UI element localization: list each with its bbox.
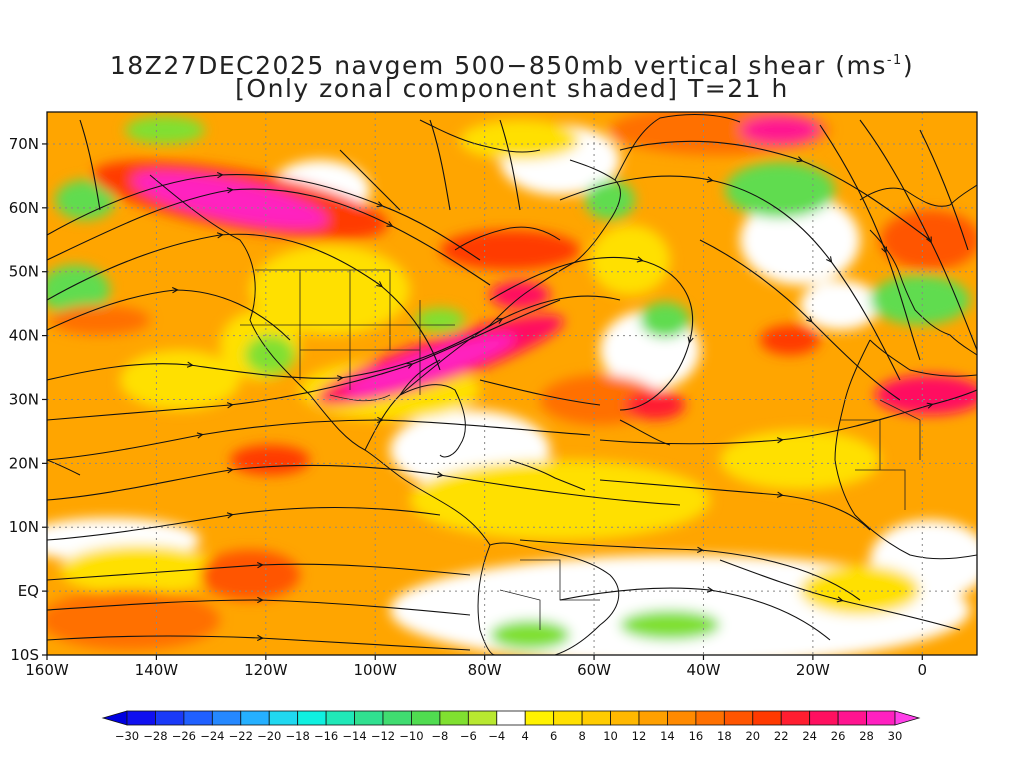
colorbar-swatch bbox=[638, 710, 668, 726]
colorbar-label: −22 bbox=[229, 729, 253, 743]
colorbar-label: 12 bbox=[632, 729, 647, 743]
lat-label: 40N bbox=[9, 327, 39, 345]
colorbar-swatch bbox=[496, 710, 526, 726]
longitude-axis: 160W 140W 120W 100W 80W 60W 40W 20W 0 bbox=[25, 655, 927, 679]
colorbar: −30 −28 −26 −24 −22 −20 −18 −16 −14 −12 −10 −8 −6 −4 4… bbox=[101, 710, 921, 743]
colorbar-swatch bbox=[155, 710, 185, 726]
lat-label: 70N bbox=[9, 135, 39, 153]
colorbar-label: −28 bbox=[143, 729, 167, 743]
lon-label: 40W bbox=[687, 661, 721, 679]
colorbar-label: −12 bbox=[371, 729, 395, 743]
colorbar-label: 18 bbox=[717, 729, 732, 743]
lat-label: 10N bbox=[9, 518, 39, 536]
colorbar-label: −4 bbox=[488, 729, 505, 743]
lat-label: 30N bbox=[9, 390, 39, 408]
lon-label: 60W bbox=[577, 661, 611, 679]
colorbar-label: 6 bbox=[550, 729, 557, 743]
colorbar-label: 22 bbox=[774, 729, 789, 743]
colorbar-swatch bbox=[723, 710, 754, 726]
colorbar-swatch bbox=[837, 710, 867, 726]
colorbar-swatch bbox=[240, 710, 270, 726]
map-title-close: ) bbox=[902, 51, 915, 80]
colorbar-under-triangle bbox=[101, 710, 128, 726]
map-title-text: 18Z27DEC2025 navgem 500−850mb vertical s… bbox=[109, 51, 887, 80]
colorbar-swatch bbox=[780, 710, 811, 726]
colorbar-label: 20 bbox=[745, 729, 760, 743]
colorbar-label: 28 bbox=[859, 729, 874, 743]
colorbar-swatch bbox=[553, 710, 583, 726]
colorbar-label: −26 bbox=[172, 729, 196, 743]
colorbar-label: 14 bbox=[660, 729, 675, 743]
colorbar-label: 8 bbox=[578, 729, 585, 743]
colorbar-label: −18 bbox=[286, 729, 310, 743]
colorbar-over-triangle bbox=[894, 710, 921, 726]
colorbar-swatch bbox=[211, 710, 242, 726]
colorbar-swatch bbox=[411, 710, 441, 726]
colorbar-label: 24 bbox=[802, 729, 817, 743]
latitude-axis: 70N 60N 50N 40N 30N 20N 10N EQ 10S bbox=[9, 135, 47, 664]
colorbar-swatch bbox=[268, 710, 299, 726]
colorbar-label: −16 bbox=[314, 729, 338, 743]
lon-label: 160W bbox=[25, 661, 69, 679]
colorbar-label: −20 bbox=[257, 729, 281, 743]
colorbar-label: 16 bbox=[689, 729, 704, 743]
map-subtitle: [Only zonal component shaded] T=21 h bbox=[235, 74, 789, 103]
colorbar-label: 4 bbox=[522, 729, 529, 743]
colorbar-swatch bbox=[382, 710, 412, 726]
colorbar-swatch bbox=[325, 710, 355, 726]
shear-shading bbox=[47, 112, 977, 655]
colorbar-swatch bbox=[809, 710, 839, 726]
colorbar-swatch bbox=[667, 710, 697, 726]
colorbar-swatch bbox=[467, 710, 498, 726]
colorbar-swatch bbox=[439, 710, 469, 726]
colorbar-swatch bbox=[695, 710, 725, 726]
lon-label: 0 bbox=[918, 661, 928, 679]
lat-label: 20N bbox=[9, 454, 39, 472]
colorbar-label: 26 bbox=[831, 729, 846, 743]
colorbar-swatch bbox=[581, 710, 611, 726]
colorbar-label: −30 bbox=[115, 729, 139, 743]
lat-label: 60N bbox=[9, 199, 39, 217]
lon-label: 20W bbox=[796, 661, 830, 679]
streamlines bbox=[47, 119, 977, 651]
colorbar-label: 30 bbox=[888, 729, 903, 743]
colorbar-label: −14 bbox=[342, 729, 366, 743]
lat-label: EQ bbox=[18, 582, 39, 600]
map-frame bbox=[46, 111, 978, 656]
colorbar-swatch bbox=[183, 710, 213, 726]
colorbar-swatch bbox=[126, 710, 156, 726]
colorbar-swatch bbox=[610, 710, 640, 726]
lon-label: 140W bbox=[135, 661, 179, 679]
colorbar-label: −8 bbox=[431, 729, 448, 743]
colorbar-swatch bbox=[354, 710, 384, 726]
units-exponent: -1 bbox=[886, 53, 903, 68]
colorbar-swatch bbox=[297, 710, 327, 726]
lat-label: 50N bbox=[9, 263, 39, 281]
lat-label: 10S bbox=[10, 646, 39, 664]
colorbar-label: −10 bbox=[399, 729, 423, 743]
colorbar-label: −24 bbox=[200, 729, 224, 743]
colorbar-label: −6 bbox=[460, 729, 477, 743]
colorbar-swatch bbox=[524, 710, 555, 726]
lon-label: 80W bbox=[468, 661, 502, 679]
colorbar-label: 10 bbox=[603, 729, 618, 743]
lon-label: 120W bbox=[244, 661, 288, 679]
map-title: 18Z27DEC2025 navgem 500−850mb vertical s… bbox=[0, 47, 1024, 80]
colorbar-swatch bbox=[866, 710, 896, 726]
lon-label: 100W bbox=[354, 661, 398, 679]
colorbar-swatch bbox=[752, 710, 782, 726]
